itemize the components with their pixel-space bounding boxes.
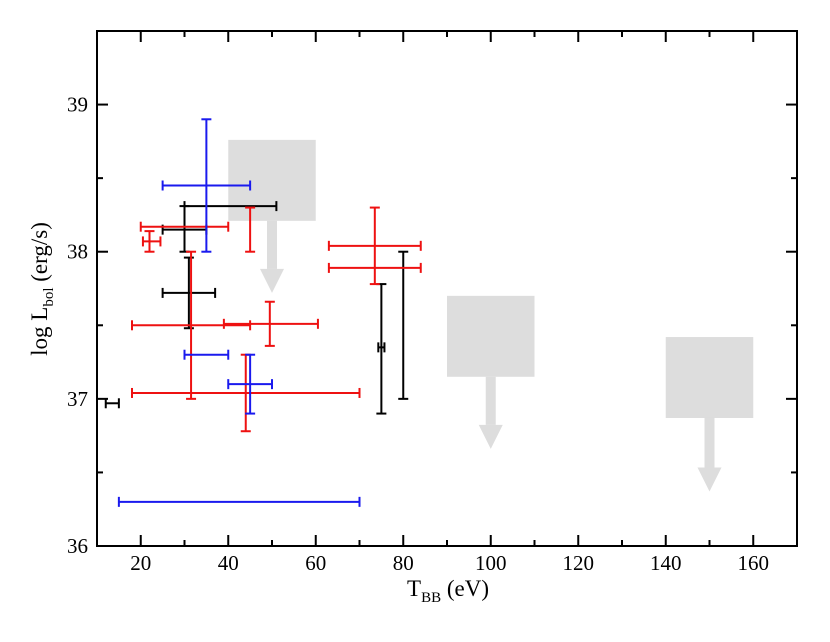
x-tick-label-100: 100 [475,551,507,575]
blue-point-1 [183,349,230,360]
plot-frame [96,30,798,547]
red-point-4 [222,300,319,347]
x-axis-title-sub: BB [421,590,441,606]
axis-ticks [96,30,798,547]
error-bars [104,118,422,507]
y-axis-title-main: log L [27,307,52,356]
x-axis-title-main: T [407,576,421,601]
red-point-6 [327,206,422,286]
blue-point-3 [117,496,361,507]
x-axis-title-rest: (eV) [441,576,489,601]
blue-point-0 [161,118,252,253]
upper-limit-arrow-head-2 [697,467,722,492]
y-axis-title-sub: bol [41,288,57,307]
tick-labels: 20 40 60 80 100 120 140 160 36 37 38 39 [67,93,769,575]
upper-limit-arrow-shaft-2 [704,417,715,468]
y-tick-label-36: 36 [67,534,88,558]
red-point-0 [141,230,162,253]
upper-limit-arrow-head-0 [260,268,284,293]
upper-limit-regions [228,139,754,492]
upper-limit-arrow-head-1 [478,424,503,449]
x-tick-label-80: 80 [393,551,414,575]
red-point-2 [245,206,256,253]
x-tick-label-60: 60 [305,551,326,575]
red-point-3 [131,250,252,400]
y-tick-label-38: 38 [67,240,88,264]
y-tick-label-39: 39 [67,93,88,117]
upper-limit-arrow-shaft-1 [485,376,496,425]
y-axis-title-rest: (erg/s) [27,222,52,287]
red-point-5 [131,353,361,433]
black-point-0 [104,398,120,409]
upper-limit-arrow-shaft-0 [267,220,277,269]
x-tick-label-120: 120 [563,551,595,575]
upper-limit-box-0 [228,139,316,221]
red-point-1 [139,221,230,232]
y-axis-title: log Lbol (erg/s) [27,222,57,356]
black-point-5 [398,250,409,400]
red-point-7 [327,262,422,273]
blue-point-2 [227,353,273,415]
tick-marks [96,30,798,547]
x-axis-title: TBB (eV) [407,576,489,606]
black-point-3 [161,256,217,330]
y-tick-label-37: 37 [67,387,88,411]
upper-limit-box-2 [665,337,754,418]
x-tick-label-160: 160 [738,551,770,575]
black-point-4 [376,283,387,415]
x-tick-label-40: 40 [218,551,239,575]
x-tick-label-20: 20 [130,551,151,575]
upper-limit-box-1 [447,295,535,377]
x-tick-label-140: 140 [650,551,682,575]
